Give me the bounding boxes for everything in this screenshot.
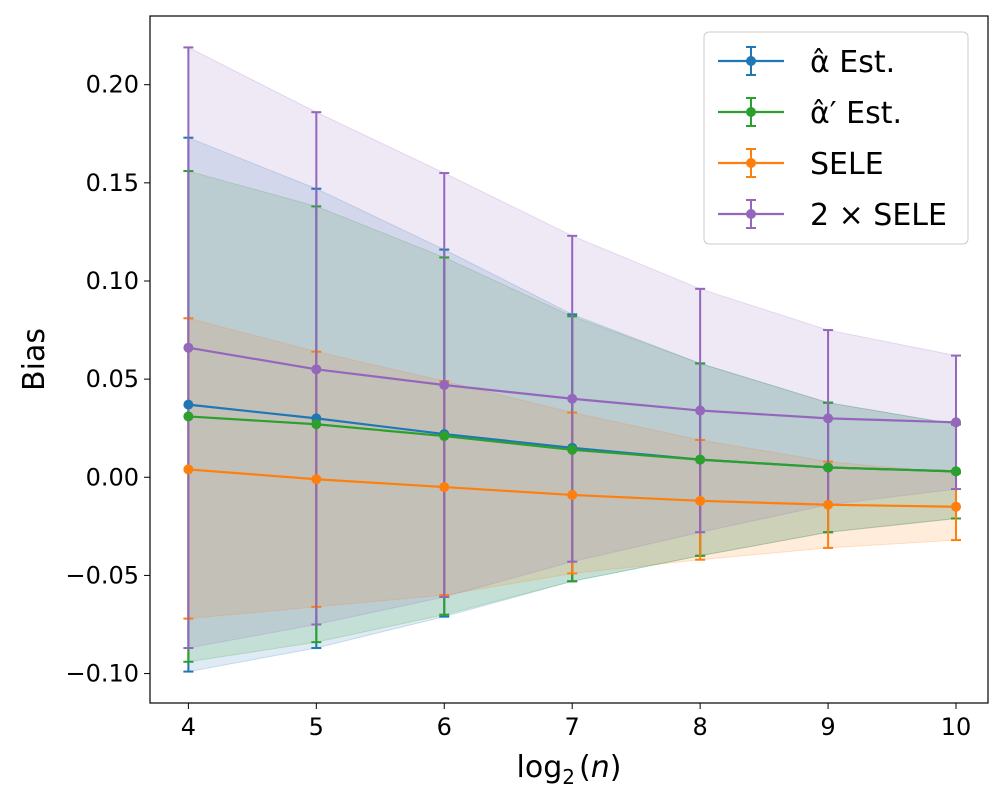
data-point [695,454,706,465]
y-tick-label: 0.20 [86,71,139,99]
y-axis: −0.10 −0.05 0.00 0.05 0.10 0.15 0.20 [65,71,150,688]
x-tick-label: 4 [181,713,196,741]
data-point [695,495,706,506]
data-point [183,411,194,422]
legend-label: SELE [810,147,884,182]
data-point [567,393,578,404]
data-point [183,464,194,475]
x-tick-label: 5 [309,713,324,741]
y-tick-label: 0.00 [86,463,139,491]
y-tick-label: −0.05 [65,561,139,589]
data-point [823,462,834,473]
data-point [311,364,322,375]
data-point [567,489,578,500]
data-point [951,417,962,428]
legend-label: α̂′ Est. [810,96,902,131]
series-points [183,342,962,512]
data-point [439,431,450,442]
legend-marker [746,56,756,66]
data-point [823,499,834,510]
data-point [951,501,962,512]
legend: α̂ Est. α̂′ Est. SELE 2 × SELE [703,31,969,245]
x-tick-label: 6 [437,713,452,741]
data-point [695,405,706,416]
legend-marker [746,107,756,117]
data-point [183,399,194,410]
legend-marker [746,209,756,219]
y-tick-label: −0.10 [65,660,139,688]
data-point [311,419,322,430]
x-tick-label: 9 [820,713,835,741]
x-axis: 4 5 6 7 8 9 10 [181,703,972,741]
legend-label: α̂ Est. [810,45,895,80]
y-tick-label: 0.10 [86,267,139,295]
data-point [951,466,962,477]
data-point [823,413,834,424]
x-axis-label: log2 (n) [517,750,622,789]
y-tick-label: 0.15 [86,169,139,197]
data-point [311,474,322,485]
legend-box [703,31,969,245]
data-point [439,380,450,391]
data-point [439,482,450,493]
data-point [183,342,194,353]
x-tick-label: 10 [941,713,972,741]
legend-label: 2 × SELE [810,198,947,233]
data-point [567,444,578,455]
x-tick-label: 7 [565,713,580,741]
y-axis-label: Bias [17,328,52,391]
y-tick-label: 0.05 [86,365,139,393]
x-tick-label: 8 [692,713,707,741]
legend-marker [746,158,756,168]
plot-frame [149,15,989,704]
